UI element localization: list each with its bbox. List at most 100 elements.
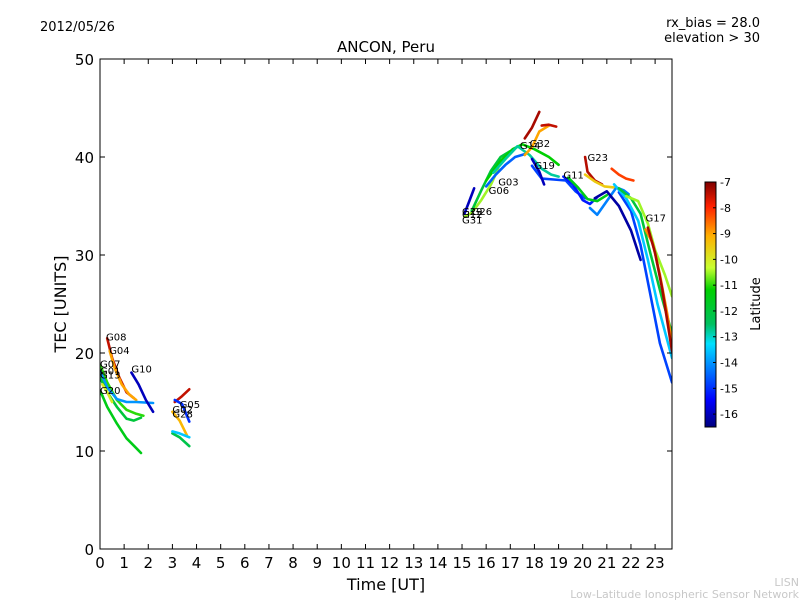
y-tick-label: 0	[84, 541, 94, 559]
series-label-g01: G01	[100, 367, 120, 378]
series-line-g04	[108, 349, 138, 402]
x-axis-label: Time [UT]	[346, 575, 425, 594]
colorbar-tick-label: -13	[720, 331, 738, 344]
series-line-g29b	[171, 430, 191, 439]
series-label-g28: G28	[172, 410, 192, 421]
x-tick-label: 2	[143, 554, 153, 572]
series-line-g07	[100, 363, 145, 418]
series-line-g19b	[530, 157, 546, 186]
series-label-g07: G07	[100, 360, 120, 371]
x-tick-label: 12	[380, 554, 399, 572]
colorbar-ticks: -7 -8 -9 -10 -11 -12 -13 -14 -15 -16	[713, 176, 738, 421]
series-line-g23c	[610, 167, 635, 182]
y-tick-label: 50	[75, 51, 94, 69]
plot-frame	[99, 58, 673, 550]
colorbar-tick-label: -8	[720, 202, 731, 215]
x-tick-label: 11	[356, 554, 375, 572]
rx-bias-label: rx_bias = 28.0	[666, 16, 760, 31]
series-label-g05: G05	[180, 400, 200, 411]
x-tick-label: 0	[95, 554, 105, 572]
series-line-g28	[171, 410, 189, 437]
x-tick-label: 22	[621, 554, 640, 572]
series-label-g11: G11	[563, 171, 583, 182]
series-label-g17: G17	[646, 214, 666, 225]
series-line-g11b	[566, 176, 609, 203]
series-label-g31: G31	[462, 216, 482, 227]
x-tick-label: 21	[597, 554, 616, 572]
series-label-g29: G29	[462, 207, 482, 218]
series-line-g17a	[593, 190, 642, 262]
y-tick-label: 40	[75, 149, 94, 167]
series-label-g08: G08	[106, 332, 126, 343]
series-label-g19: G19	[534, 161, 554, 172]
series-label-g03: G03	[498, 177, 518, 188]
y-axis-label: TEC [UNITS]	[51, 256, 70, 354]
watermark-line-2: Low-Latitude Ionospheric Sensor Network	[570, 588, 799, 600]
date-label: 2012/05/26	[40, 20, 115, 35]
series-line-g02	[173, 398, 191, 423]
x-tick-label: 20	[573, 554, 592, 572]
colorbar-tick-label: -15	[720, 382, 738, 395]
series-line-g32	[523, 124, 551, 157]
x-tick-label: 10	[332, 554, 351, 572]
series-label-g06: G06	[489, 186, 509, 197]
series-line-g17c	[612, 183, 672, 360]
series-line-g10	[130, 371, 155, 414]
y-tick-label: 10	[75, 443, 94, 461]
elevation-label: elevation > 30	[664, 31, 760, 46]
colorbar-tick-label: -16	[720, 408, 738, 421]
colorbar-tick-label: -7	[720, 176, 731, 189]
series-line-g06	[470, 149, 512, 213]
x-tick-label: 4	[192, 554, 202, 572]
x-tick-label: 5	[216, 554, 226, 572]
x-tick-label: 23	[646, 554, 665, 572]
series-label-g12: G12	[462, 210, 482, 221]
series-line-g23b	[583, 173, 616, 189]
x-tick-label: 7	[264, 554, 274, 572]
x-tick-label: 13	[404, 554, 423, 572]
series-line-g03	[484, 152, 527, 188]
series-line-g29	[171, 432, 191, 448]
x-tick-label: 1	[119, 554, 129, 572]
x-tick-label: 17	[501, 554, 520, 572]
series-line-g17g	[646, 226, 672, 353]
series-line-g26	[463, 187, 476, 216]
colorbar-label: Latitude	[749, 277, 764, 331]
series-label-g14: G14	[520, 141, 540, 152]
colorbar-tick-label: -11	[720, 279, 738, 292]
x-tick-label: 14	[428, 554, 447, 572]
colorbar-tick-label: -14	[720, 357, 738, 370]
series-line-g20	[100, 388, 143, 455]
series-line-g11	[562, 175, 599, 206]
x-tick-label: 15	[452, 554, 471, 572]
plot-area	[100, 59, 672, 549]
colorbar-tick-label: -9	[720, 228, 731, 241]
series-label-g04: G04	[109, 346, 129, 357]
x-tick-label: 19	[549, 554, 568, 572]
y-axis: 0 10 20 30 40 50	[75, 51, 672, 559]
x-tick-label: 6	[240, 554, 250, 572]
x-tick-label: 9	[312, 554, 322, 572]
series-label-g32: G32	[530, 139, 550, 150]
x-axis: 0 1 2 3 4 5 6 7 8 9 10 11 12 13 14 15 16 17 18 19 20 21 22 23	[95, 59, 665, 572]
series-line-g14b	[492, 144, 560, 178]
y-tick-label: 30	[75, 247, 94, 265]
colorbar-tick-label: -12	[720, 305, 738, 318]
series-line-g14	[484, 143, 560, 182]
series-line-g17b	[617, 191, 672, 384]
series-label-g13: G13	[100, 371, 120, 382]
series-line-g32b	[523, 110, 541, 140]
series-label-layer: G08G04G07G01G13G10G20G05G02G28G26G29G12G…	[100, 139, 666, 421]
x-tick-label: 16	[477, 554, 496, 572]
colorbar-tick-label: -10	[720, 253, 738, 266]
chart-title: ANCON, Peru	[337, 38, 435, 56]
series-label-g26: G26	[472, 207, 492, 218]
series-line-g23d	[588, 186, 630, 217]
x-tick-label: 3	[168, 554, 178, 572]
series-line-g32c	[540, 123, 558, 128]
colorbar	[704, 181, 717, 428]
y-tick-label: 20	[75, 345, 94, 363]
series-label-g02: G02	[172, 405, 192, 416]
series-layer	[100, 110, 672, 455]
